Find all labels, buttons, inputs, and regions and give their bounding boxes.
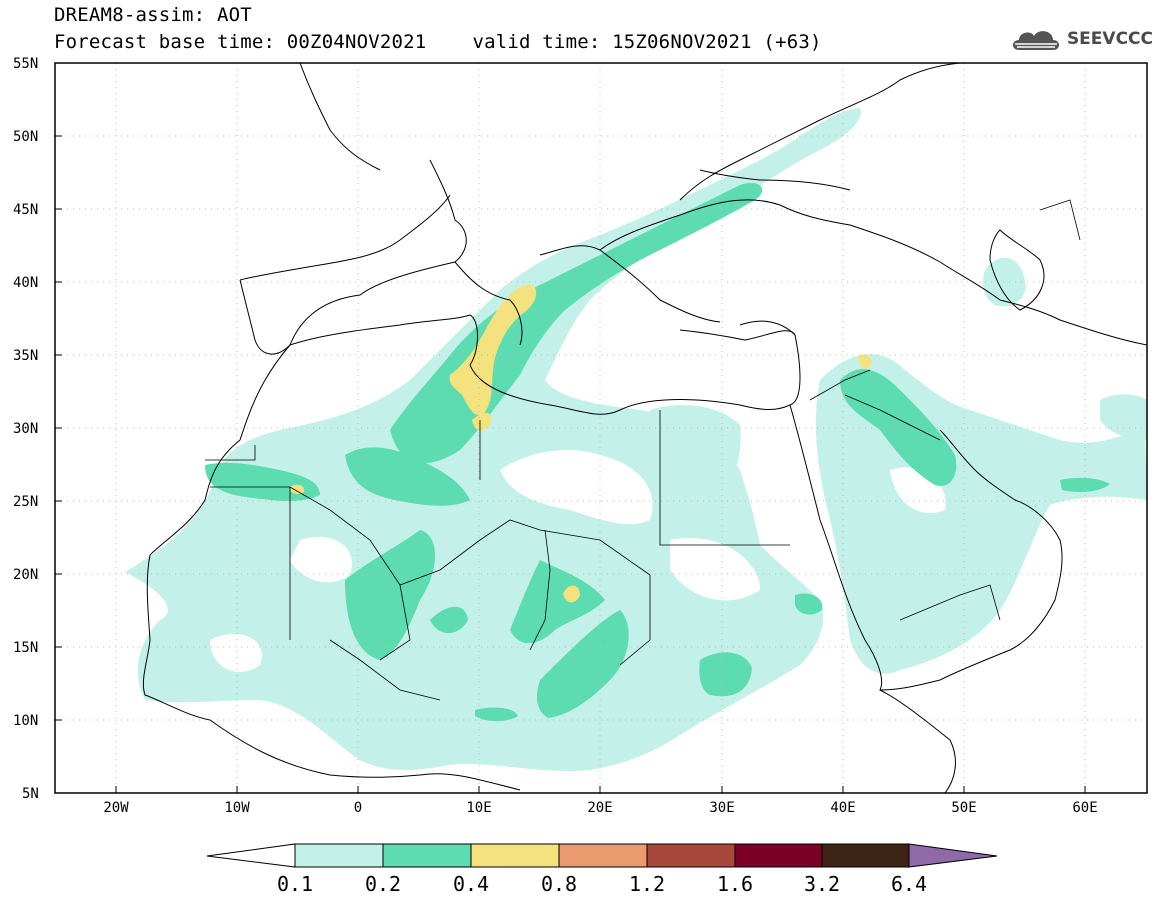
lat-label: 20N xyxy=(13,567,38,583)
lat-label: 5N xyxy=(22,786,39,802)
lat-label: 25N xyxy=(13,494,38,510)
lat-label: 50N xyxy=(13,129,38,145)
lat-label: 40N xyxy=(13,275,38,291)
colorbar-swatch xyxy=(646,843,736,868)
colorbar-swatch xyxy=(294,843,384,868)
lon-label: 60E xyxy=(1072,800,1097,816)
colorbar-swatch xyxy=(734,843,823,868)
forecast-times: Forecast base time: 00Z04NOV2021 valid ti… xyxy=(54,31,822,53)
lat-label: 10N xyxy=(13,713,38,729)
colorbar-label: 1.2 xyxy=(628,872,666,896)
colorbar xyxy=(206,843,998,868)
colorbar-low-arrow xyxy=(206,843,296,868)
lon-label: 50E xyxy=(951,800,976,816)
cloud-icon xyxy=(1012,31,1059,50)
map-title: DREAM8-assim: AOT xyxy=(54,4,252,26)
colorbar-label: 0.1 xyxy=(276,872,314,896)
lon-label: 10E xyxy=(466,800,491,816)
aot-field xyxy=(125,108,1147,772)
lat-label: 15N xyxy=(13,640,38,656)
map-axes: 55N 50N 45N 40N 35N 30N 25N 20N 15N 10N … xyxy=(13,56,1148,816)
aot-level-0.4 xyxy=(290,284,872,603)
lon-label: 10W xyxy=(224,800,250,816)
colorbar-swatch xyxy=(821,843,910,868)
base-time: Forecast base time: 00Z04NOV2021 xyxy=(54,31,427,53)
colorbar-swatch xyxy=(382,843,472,868)
lat-label: 30N xyxy=(13,421,38,437)
valid-time: valid time: 15Z06NOV2021 (+63) xyxy=(472,31,822,53)
colorbar-label: 1.6 xyxy=(716,872,754,896)
lon-label: 20E xyxy=(587,800,612,816)
country-borders xyxy=(205,199,1081,701)
colorbar-label: 0.8 xyxy=(540,872,578,896)
lon-label: 30E xyxy=(709,800,734,816)
lon-label: 20W xyxy=(103,800,129,816)
coastlines xyxy=(142,63,1147,793)
colorbar-swatch xyxy=(558,843,648,868)
aot-low-holes xyxy=(210,450,946,672)
lat-label: 45N xyxy=(13,202,38,218)
aot-level-0.1 xyxy=(125,108,1147,772)
map-gridlines xyxy=(55,63,1147,793)
colorbar-label: 3.2 xyxy=(803,872,841,896)
colorbar-label: 0.2 xyxy=(364,872,402,896)
lon-label: 0 xyxy=(354,800,362,816)
colorbar-high-arrow xyxy=(908,843,998,868)
seevccc-logo: SEEVCCC xyxy=(1009,24,1153,54)
colorbar-swatch xyxy=(470,843,560,868)
logo-text: SEEVCCC xyxy=(1066,29,1153,49)
colorbar-label: 6.4 xyxy=(890,872,928,896)
colorbar-label: 0.4 xyxy=(452,872,490,896)
lat-label: 35N xyxy=(13,348,38,364)
lon-label: 40E xyxy=(830,800,855,816)
lat-label: 55N xyxy=(13,56,38,72)
